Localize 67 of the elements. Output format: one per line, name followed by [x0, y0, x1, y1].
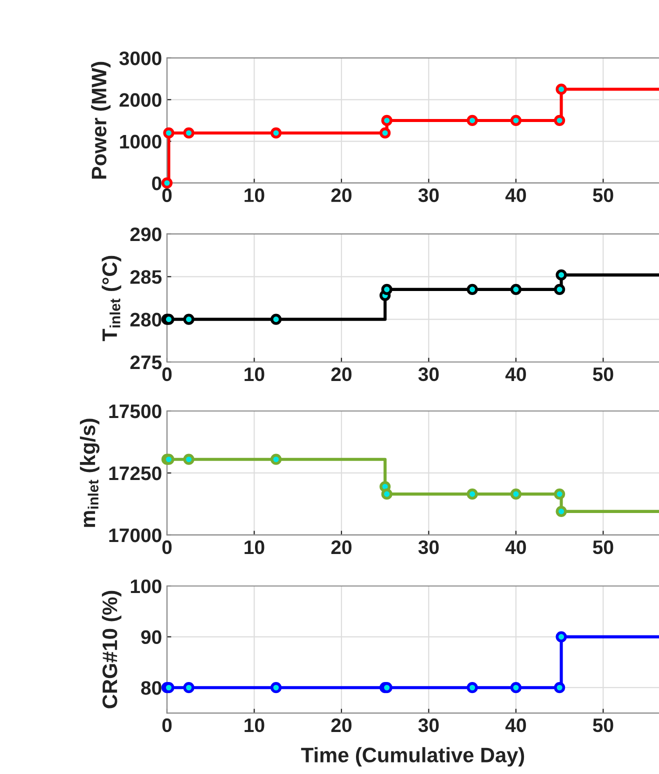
x-tick-label: 50: [592, 540, 614, 554]
point: [381, 284, 392, 296]
point: [163, 127, 174, 139]
y-axis-title: CRG#10 (%): [102, 590, 122, 708]
y-tick-label: 290: [130, 227, 162, 242]
x-tick-label: 40: [505, 718, 526, 732]
x-tick-label: 20: [331, 367, 352, 382]
x-tick-label: 30: [418, 188, 439, 202]
y-axis-title: m$_{inlet}$ (kg/s): [80, 418, 100, 527]
point: [554, 488, 566, 500]
x-tick-label: 10: [244, 540, 264, 554]
x-tick-label: 30: [418, 540, 439, 554]
y-tick-label: 17500: [109, 404, 162, 418]
x-tick-label: 30: [418, 718, 439, 732]
x-tick-label: 0: [162, 188, 172, 202]
x-tick-label: 40: [505, 540, 526, 554]
point: [381, 488, 392, 500]
y-tick-label: 90: [141, 630, 162, 644]
y-tick-label: 100: [130, 579, 162, 594]
x-tick-label: 0: [162, 540, 172, 554]
point: [270, 314, 282, 325]
point: [510, 488, 522, 500]
point: [183, 314, 194, 325]
x-axis-title: Time (Cumulative Day): [301, 747, 524, 767]
y-tick-label: 275: [130, 355, 162, 370]
point: [163, 314, 174, 325]
point: [183, 127, 194, 139]
point: [556, 84, 567, 95]
x-tick-label: 0: [162, 718, 172, 732]
point: [510, 284, 522, 296]
y-tick-label: 1000: [120, 134, 162, 149]
y-tick-label: 17000: [109, 528, 162, 542]
y-axis-title: T$_{inlet}$ (°C): [102, 256, 122, 342]
y-tick-label: 2000: [120, 93, 162, 107]
x-tick-label: 50: [592, 367, 614, 382]
x-tick-label: 10: [244, 188, 264, 202]
x-tick-label: 0: [162, 367, 172, 382]
y-tick-label: 280: [130, 312, 162, 327]
y-tick-label: 0: [152, 176, 162, 190]
point: [556, 269, 567, 280]
x-tick-label: 20: [331, 188, 352, 202]
point: [183, 454, 194, 465]
y-tick-label: 285: [130, 270, 162, 284]
x-tick-label: 20: [331, 540, 352, 554]
x-tick-label: 40: [505, 367, 526, 382]
x-tick-label: 20: [331, 718, 352, 732]
point: [510, 114, 522, 126]
x-tick-label: 10: [244, 718, 264, 732]
x-tick-label: 50: [592, 718, 614, 732]
y-tick-label: 3000: [119, 51, 162, 66]
y-tick-label: 80: [141, 681, 162, 695]
point: [381, 114, 392, 126]
x-tick-label: 30: [418, 367, 439, 382]
point: [554, 114, 566, 126]
y-axis-title: Power (MW): [91, 62, 111, 179]
point: [270, 127, 282, 139]
point: [466, 284, 478, 296]
x-tick-label: 10: [244, 367, 264, 382]
x-tick-label: 40: [505, 188, 526, 202]
y-tick-label: 17250: [109, 466, 162, 480]
point: [554, 284, 566, 296]
point: [466, 488, 478, 500]
point: [270, 454, 282, 465]
point: [556, 506, 567, 517]
x-tick-label: 50: [592, 188, 614, 202]
point: [380, 127, 391, 139]
point: [466, 114, 478, 126]
